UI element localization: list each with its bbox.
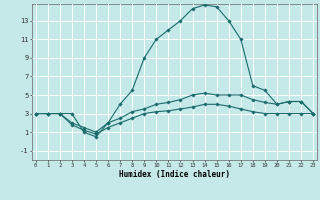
X-axis label: Humidex (Indice chaleur): Humidex (Indice chaleur) — [119, 170, 230, 179]
